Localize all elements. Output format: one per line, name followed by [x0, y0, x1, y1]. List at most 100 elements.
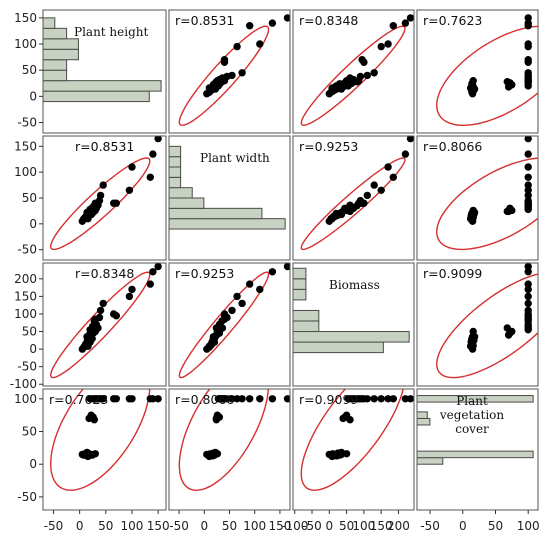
- x-tick-label: 100: [121, 519, 144, 533]
- x-tick-label: 100: [352, 519, 375, 533]
- y-tick-label: 50: [22, 325, 37, 339]
- data-point: [91, 450, 100, 458]
- data-point: [99, 299, 107, 308]
- variable-label-biomass: Biomass: [329, 278, 380, 292]
- x-tick-label: 100: [517, 519, 540, 533]
- data-point: [524, 163, 532, 171]
- panel-width-vs-width: Plant width: [168, 135, 291, 261]
- panel-cover-vs-height: r=0.7623: [42, 388, 167, 511]
- data-point: [363, 71, 371, 80]
- panel-width-vs-biomass: r=0.9253: [292, 135, 415, 261]
- histogram-bar-biomass-0: [293, 341, 384, 354]
- data-point: [524, 268, 532, 276]
- x-tick-label: 0: [200, 519, 208, 533]
- data-point: [228, 306, 236, 315]
- correlation-label-biomass-cover: r=0.9099: [299, 392, 358, 407]
- data-point: [220, 58, 229, 66]
- data-point: [401, 150, 410, 158]
- y-tick-label: 50: [22, 63, 37, 77]
- variable-label-line: Plant height: [74, 25, 149, 39]
- panel-frame: [42, 262, 167, 387]
- histogram-bar-height-4: [43, 48, 79, 61]
- data-point: [213, 450, 222, 458]
- data-point: [256, 40, 264, 48]
- panel-frame: [168, 262, 291, 387]
- data-point: [246, 280, 254, 288]
- correlation-label-width-biomass: r=0.9253: [175, 266, 234, 281]
- data-point: [377, 186, 385, 194]
- data-point: [377, 42, 385, 51]
- data-point: [503, 324, 511, 332]
- data-point: [503, 78, 511, 86]
- histogram-bar-height-7: [43, 17, 56, 29]
- data-point: [370, 181, 378, 189]
- panel-cover-vs-cover: Plant vegetation cover: [416, 388, 539, 511]
- histogram-bar-width-5: [169, 166, 182, 178]
- data-point: [524, 150, 532, 158]
- data-point: [128, 285, 136, 294]
- histogram-bar-width-3: [169, 187, 193, 199]
- x-tick-label: 0: [76, 519, 84, 533]
- data-point: [406, 14, 414, 22]
- correlation-label-height-biomass: r=0.8348: [75, 266, 134, 281]
- correlation-label-height-cover: r=0.7623: [423, 13, 482, 28]
- x-tick-label: 0: [325, 519, 333, 533]
- variable-label-height: Plant height: [74, 25, 149, 39]
- variable-label-line: cover: [455, 422, 489, 436]
- x-tick-label: -50: [420, 519, 440, 533]
- data-point: [524, 263, 532, 271]
- panel-height-vs-cover: r=0.7623: [416, 9, 539, 134]
- histogram-bar-biomass-5: [293, 288, 307, 301]
- density-ellipse: [178, 271, 270, 379]
- y-tick-label: 100: [14, 392, 37, 406]
- data-point: [360, 395, 368, 403]
- data-point: [256, 395, 264, 403]
- data-point: [389, 22, 397, 30]
- data-point: [154, 136, 162, 143]
- data-point: [524, 173, 532, 181]
- data-point: [94, 324, 102, 332]
- data-point: [524, 191, 532, 200]
- data-point: [95, 313, 104, 322]
- density-ellipse: [436, 25, 538, 127]
- data-point: [524, 181, 532, 189]
- data-point: [370, 395, 378, 403]
- data-point: [503, 207, 511, 216]
- data-point: [384, 395, 392, 403]
- x-tick-label: 50: [488, 519, 503, 533]
- histogram-bar-height-3: [43, 59, 68, 71]
- variable-label-line: Biomass: [329, 278, 380, 292]
- data-point: [110, 199, 118, 207]
- histogram-bar-height-2: [43, 69, 68, 82]
- histogram-bar-width-0: [169, 218, 286, 230]
- histogram-bar-cover-4: [417, 417, 431, 426]
- data-point: [469, 77, 477, 85]
- data-point: [401, 395, 410, 403]
- data-point: [524, 136, 532, 143]
- x-tick-label: 150: [268, 519, 291, 533]
- data-point: [406, 395, 414, 403]
- density-ellipse: [300, 25, 406, 127]
- panel-cover-vs-biomass: r=0.9099: [292, 388, 415, 511]
- histogram-bar-biomass-2: [293, 320, 320, 333]
- data-point: [149, 150, 157, 158]
- data-point: [238, 69, 246, 77]
- data-point: [406, 136, 414, 143]
- histogram-bar-width-7: [169, 145, 182, 158]
- histogram-bar-cover-6: [417, 395, 534, 403]
- data-point: [524, 199, 532, 207]
- y-tick-label: 0: [29, 89, 37, 103]
- panel-frame: [416, 9, 539, 134]
- density-ellipse: [49, 271, 151, 379]
- data-point: [233, 395, 241, 403]
- data-point: [377, 395, 385, 403]
- data-point: [220, 395, 229, 403]
- variable-label-line: Plant width: [200, 151, 270, 165]
- data-point: [346, 416, 354, 424]
- data-point: [125, 292, 134, 301]
- y-tick-label: 0: [29, 217, 37, 231]
- data-point: [246, 22, 254, 30]
- y-tick-label: -50: [17, 360, 37, 374]
- x-tick-label: -50: [302, 519, 322, 533]
- data-point: [337, 210, 346, 219]
